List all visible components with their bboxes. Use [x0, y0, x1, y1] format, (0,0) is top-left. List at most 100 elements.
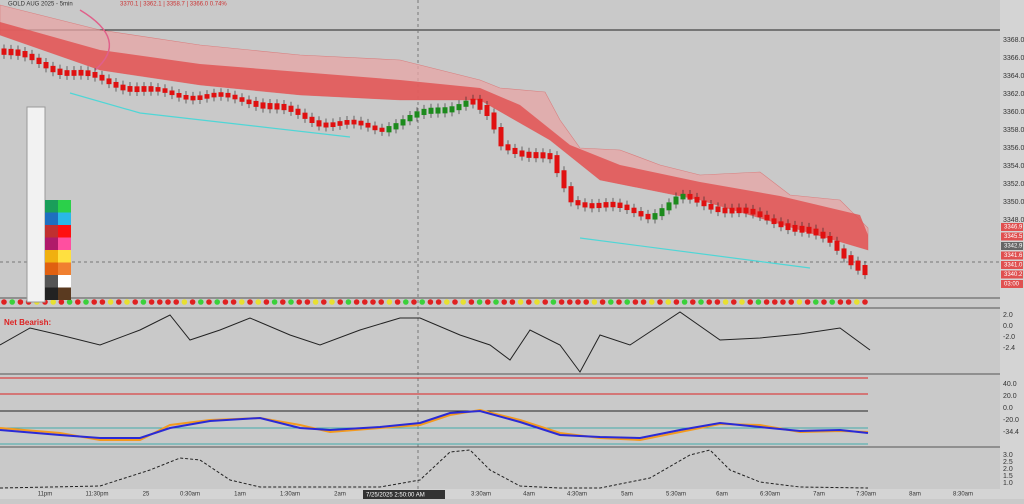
candle-body: [246, 99, 252, 105]
price-tag-text: 3342.9: [1004, 244, 1023, 250]
candle-body: [848, 255, 854, 266]
signal-dot: [632, 299, 639, 305]
price-tag: [1001, 280, 1023, 288]
signal-dot: [173, 299, 179, 305]
candles: [1, 44, 868, 280]
signal-dot: [403, 299, 409, 305]
signal-dot: [394, 299, 401, 305]
candle-body: [813, 228, 819, 236]
signal-dots: [1, 299, 868, 305]
candle-body: [638, 211, 644, 217]
trend-line: [69, 92, 351, 138]
signal-dot: [526, 299, 532, 305]
candle-body: [547, 153, 553, 160]
price-tag: [1001, 261, 1023, 269]
signal-dot: [1, 299, 7, 305]
osc3-label: 1.0: [1003, 480, 1013, 487]
palette-swatch: [45, 275, 58, 288]
signal-dot: [591, 299, 598, 305]
signal-dot: [157, 299, 163, 305]
candle-body: [477, 98, 483, 110]
signal-dot: [75, 299, 81, 305]
candle-body: [694, 196, 700, 203]
signal-dot: [485, 299, 491, 305]
candle-body: [351, 119, 357, 125]
signal-dot: [165, 299, 171, 305]
signal-dot: [722, 299, 729, 305]
signal-dot: [690, 299, 696, 305]
time-label: 1am: [234, 492, 246, 498]
candle-body: [365, 122, 371, 128]
candle-body: [386, 126, 392, 133]
signal-dot: [181, 299, 188, 305]
price-label: 3364.0: [1003, 73, 1024, 80]
circle-drawing: [79, 9, 111, 71]
signal-dot: [255, 299, 261, 305]
candle-body: [92, 71, 98, 78]
candle-body: [400, 119, 406, 126]
candle-body: [687, 193, 693, 200]
price-tag-text: 3345.5: [1004, 234, 1023, 240]
signal-dot: [419, 299, 426, 305]
signal-dot: [673, 299, 680, 305]
signal-dot: [58, 299, 65, 305]
time-label: 4:30am: [567, 492, 587, 498]
time-label: 5am: [621, 492, 633, 498]
signal-dot: [698, 299, 704, 305]
osc2-label: 0.0: [1003, 405, 1013, 412]
signal-dot: [534, 299, 540, 305]
time-label: 4am: [523, 492, 535, 498]
osc1-label: -2.4: [1003, 345, 1015, 352]
candle-body: [309, 116, 315, 124]
symbol-title: GOLD AUG 2025 - 5min: [8, 2, 73, 8]
price-label: 3366.0: [1003, 55, 1024, 62]
candle-body: [519, 150, 525, 157]
quote: 3370.1 | 3362.1 | 3358.7 | 3366.0 0.74%: [120, 2, 227, 8]
price-tag: [1001, 270, 1023, 279]
time-label: 2am: [334, 492, 346, 498]
palette-swatch: [58, 225, 71, 238]
signal-dot: [296, 299, 303, 305]
candle-body: [211, 92, 217, 98]
candle-body: [295, 108, 301, 115]
candle-body: [778, 221, 784, 228]
candle-body: [407, 114, 413, 122]
signal-dot: [542, 299, 548, 305]
candle-body: [127, 86, 133, 92]
candle-body: [36, 57, 42, 65]
price-tag: [1001, 251, 1023, 260]
osc-blue: [0, 409, 869, 440]
candle-body: [834, 240, 840, 251]
candle-body: [414, 111, 420, 118]
candle-body: [820, 231, 826, 239]
candle-body: [232, 94, 238, 100]
time-label: 5:30am: [666, 492, 686, 498]
color-palette[interactable]: [45, 200, 71, 300]
candle-body: [22, 51, 28, 58]
drawing-toolbar[interactable]: [26, 106, 46, 303]
candle-body: [624, 204, 630, 211]
signal-dot: [796, 299, 803, 305]
candle-body: [862, 265, 868, 276]
candle-body: [239, 97, 245, 102]
candle-body: [561, 170, 567, 189]
signal-dot: [288, 299, 294, 305]
candle-body: [141, 86, 147, 92]
price-label: 3348.0: [1003, 217, 1024, 224]
time-label: 25: [143, 492, 150, 498]
signal-dot: [280, 299, 286, 305]
signal-dot: [116, 299, 122, 305]
candle-body: [554, 155, 560, 174]
signal-dot: [599, 299, 606, 305]
candle-body: [260, 102, 266, 109]
palette-swatch: [45, 200, 58, 213]
palette-swatch: [58, 212, 71, 225]
candle-body: [155, 87, 161, 92]
candle-body: [106, 78, 112, 85]
signal-dot: [558, 299, 565, 305]
osc2-label: -34.4: [1003, 429, 1019, 436]
candle-body: [855, 260, 861, 271]
signal-dot: [83, 299, 89, 305]
price-label: 3362.0: [1003, 91, 1024, 98]
time-label: 1:30am: [280, 492, 300, 498]
